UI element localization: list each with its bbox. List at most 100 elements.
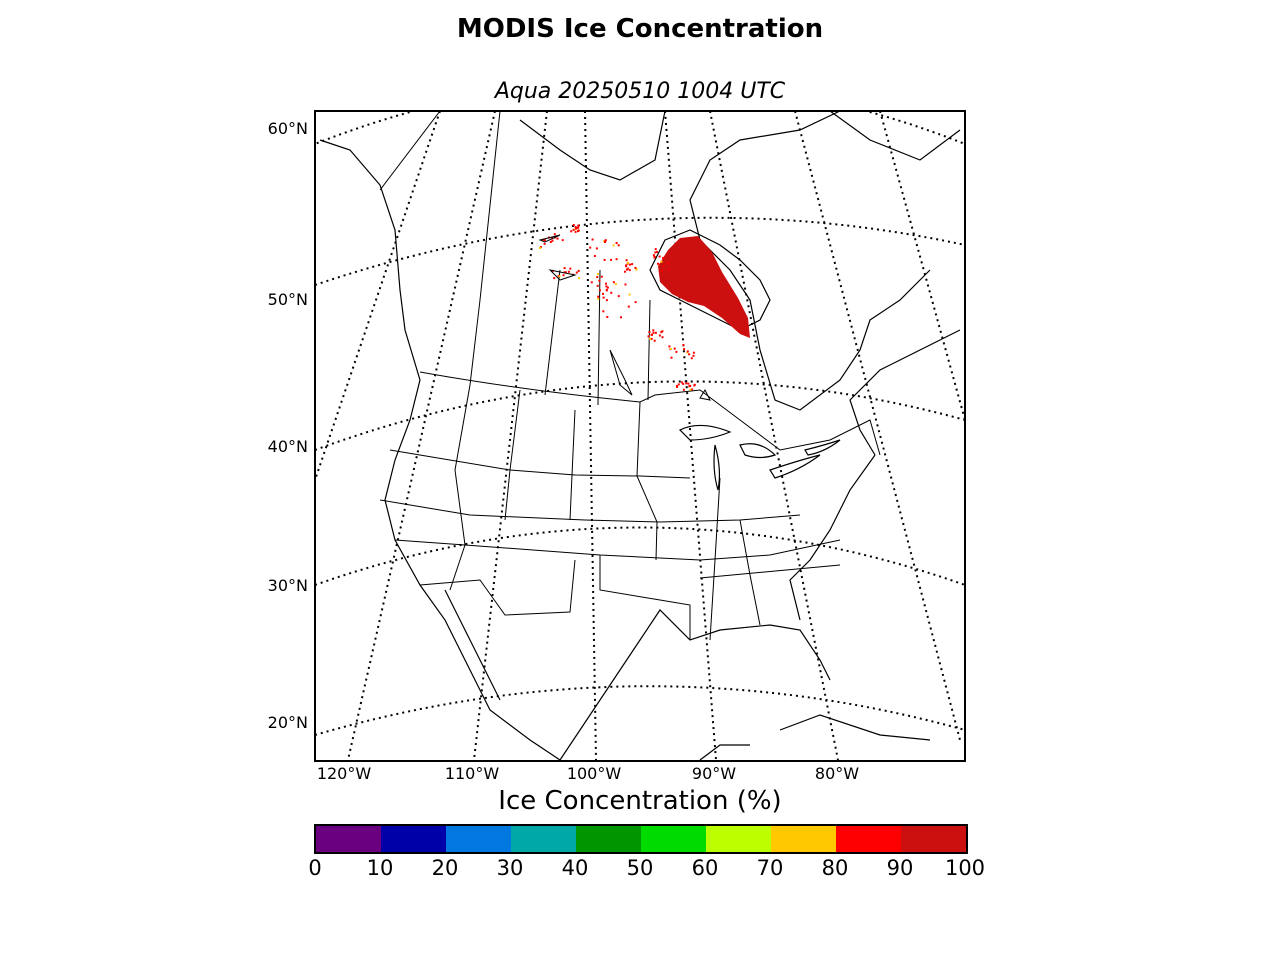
great-lakes [678, 424, 841, 491]
ice-speck [675, 350, 678, 353]
ice-speck [553, 233, 556, 236]
ice-speck [563, 267, 566, 270]
ice-speck [597, 295, 600, 298]
ice-speck [615, 242, 618, 244]
borders [379, 111, 881, 641]
ice-speck [653, 255, 656, 258]
ice-speck [670, 356, 673, 359]
ice-speck [596, 284, 599, 287]
colorbar-segment [836, 826, 901, 852]
longitude-gridlines [315, 111, 965, 761]
ice-speck [612, 281, 615, 284]
colorbar-segment [771, 826, 836, 852]
colorbar-segment [576, 826, 641, 852]
colorbar-tick-label: 80 [821, 856, 849, 880]
ice-speck [660, 260, 663, 263]
ice-speck [686, 350, 689, 353]
ice-speck [540, 239, 543, 242]
ice-speck [589, 246, 592, 249]
ice-speck [610, 258, 613, 261]
colorbar-segment [706, 826, 771, 852]
ice-speck [604, 241, 606, 243]
ice-speck [652, 254, 655, 257]
ice-speck [595, 247, 598, 250]
colorbar-tick-label: 60 [691, 856, 719, 880]
colorbar-label: Ice Concentration (%) [498, 786, 782, 816]
ice-speck [558, 275, 561, 278]
colorbar-tick-label: 40 [561, 856, 589, 880]
ice-speck [597, 273, 599, 276]
ice-speck [635, 268, 638, 271]
colorbar-tick-label: 30 [496, 856, 524, 880]
ice-speck [657, 262, 659, 265]
colorbar-segment [446, 826, 511, 852]
ice-speck [617, 244, 620, 247]
ice-speck [673, 347, 676, 350]
lat-label-30: 30°N [267, 576, 308, 595]
ice-speck [649, 337, 651, 340]
ice-speck [615, 258, 618, 261]
ice-speck [562, 274, 565, 277]
ice-speck [685, 382, 688, 385]
ice-speck [577, 269, 580, 272]
ice-speck [654, 331, 657, 334]
lon-label-110: 110°W [444, 764, 500, 783]
ice-speck [602, 310, 605, 313]
ice-speck [652, 329, 655, 332]
colorbar-segment [511, 826, 576, 852]
ice-speck [661, 330, 664, 333]
ice-speck [662, 256, 665, 259]
ice-speck [575, 227, 577, 230]
ice-speck [683, 348, 686, 351]
ice-speck [605, 299, 608, 302]
colorbar-tick-label: 50 [626, 856, 654, 880]
ice-speck [661, 336, 664, 339]
lat-label-40: 40°N [267, 437, 308, 456]
ice-speck [612, 244, 615, 247]
ice-speck [658, 255, 661, 258]
ice-speck [577, 226, 580, 229]
lat-label-20: 20°N [267, 713, 308, 732]
ice-speck [682, 382, 685, 385]
ice-speck [660, 331, 663, 334]
ice-speck [567, 270, 570, 273]
colorbar-tick-label: 20 [431, 856, 459, 880]
ice-speck [564, 271, 567, 274]
colorbar-segment [316, 826, 381, 852]
ice-speck [597, 298, 600, 301]
hudson-bay-coast [649, 229, 771, 331]
ice-speck [629, 263, 631, 266]
colorbar-segment [641, 826, 706, 852]
ice-speck [647, 335, 650, 338]
ice-speck [648, 331, 651, 333]
ice-speck [598, 289, 601, 292]
ice-speck [625, 265, 628, 268]
lon-label-80: 80°W [814, 764, 860, 783]
ice-speck [596, 276, 599, 279]
ice-speck [627, 305, 630, 308]
colorbar-segment [381, 826, 446, 852]
ice-speck [605, 289, 608, 292]
ice-speck [624, 270, 626, 273]
colorbar-segment [901, 826, 966, 852]
ice-speck [543, 239, 546, 242]
ice-speck [617, 295, 620, 298]
ice-speck [652, 331, 655, 334]
ice-speck [654, 251, 657, 254]
ice-speck [655, 250, 658, 253]
ice-speck [614, 283, 617, 286]
ice-speck [670, 348, 672, 350]
ice-speck [692, 354, 695, 357]
ice-speck [624, 283, 627, 286]
ice-speck [542, 238, 545, 241]
ice-speck [634, 266, 637, 269]
ice-speck [676, 384, 678, 387]
ice-speck [662, 265, 665, 267]
ice-speck [606, 286, 609, 289]
ice-speck [551, 239, 554, 242]
lon-label-90: 90°W [691, 764, 737, 783]
ice-speck [650, 333, 653, 336]
ice-speck [577, 224, 580, 227]
ice-speck [610, 291, 613, 294]
ice-speck [689, 384, 692, 387]
